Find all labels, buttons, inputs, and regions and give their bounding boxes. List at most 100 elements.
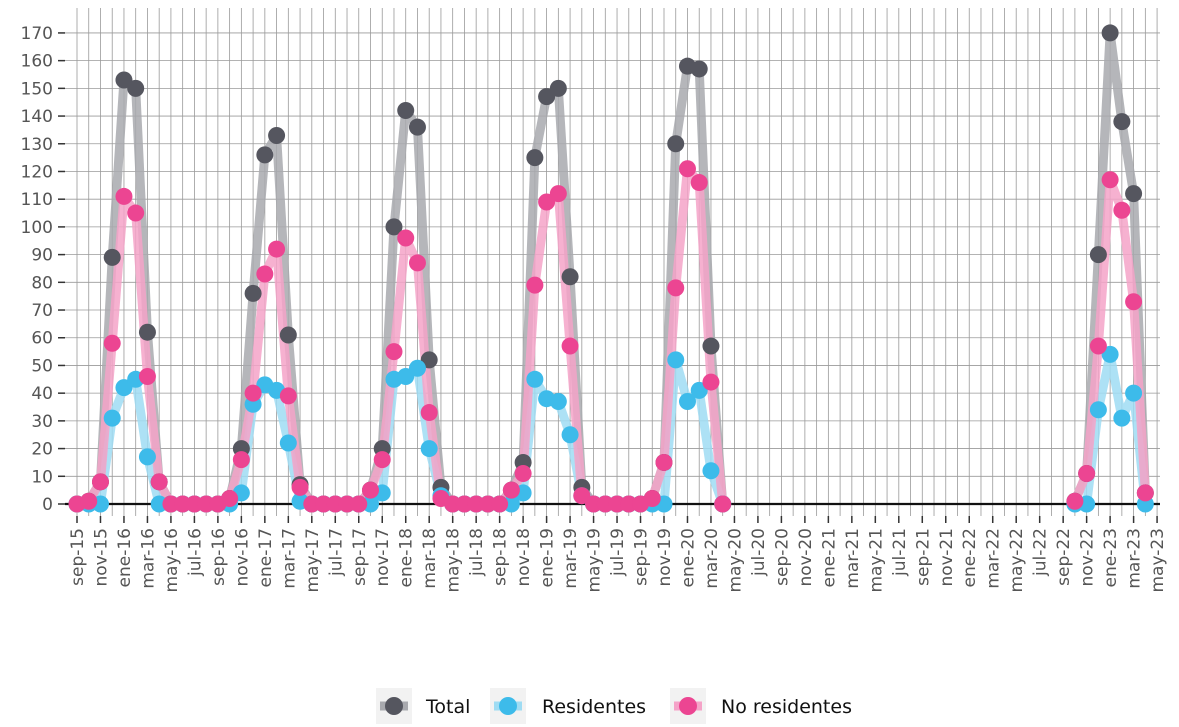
point-residentes-ene-23	[1101, 345, 1119, 363]
point-residentes-abr-16	[150, 495, 168, 513]
x-tick-label-sep-16: sep-16	[209, 528, 229, 586]
point-no-residentes-nov-15	[91, 473, 109, 491]
y-tick-label-80: 80	[31, 273, 53, 293]
point-total-feb-18	[408, 118, 426, 136]
point-residentes-mar-17	[279, 434, 297, 452]
series-points	[68, 24, 1154, 513]
point-no-residentes-abr-17	[291, 478, 309, 496]
x-tick-label-sep-17: sep-17	[350, 528, 370, 586]
x-tick-label-may-18: may-18	[444, 528, 464, 593]
point-residentes-feb-20	[690, 381, 708, 399]
y-tick-label-90: 90	[31, 246, 53, 266]
point-no-residentes-ene-20	[678, 160, 696, 178]
legend-label: No residentes	[721, 696, 852, 718]
point-total-ene-23	[1101, 24, 1119, 42]
point-no-residentes-dic-19	[667, 279, 685, 297]
point-no-residentes-abr-16	[150, 473, 168, 491]
y-tick-label-30: 30	[31, 412, 53, 432]
y-tick-label-130: 130	[21, 135, 53, 155]
point-residentes-mar-23	[1125, 384, 1143, 402]
x-tick-label-sep-18: sep-18	[491, 528, 511, 586]
point-no-residentes-jul-16	[185, 495, 203, 513]
point-no-residentes-feb-18	[408, 254, 426, 272]
x-tick-label-ene-23: ene-23	[1101, 528, 1121, 587]
point-no-residentes-oct-19	[643, 489, 661, 507]
x-tick-label-nov-17: nov-17	[373, 528, 393, 587]
point-no-residentes-ago-18	[479, 495, 497, 513]
x-tick-label-may-23: may-23	[1148, 528, 1168, 593]
point-residentes-feb-23	[1113, 409, 1131, 427]
x-tick-label-jul-18: jul-18	[467, 528, 487, 577]
y-tick-label-70: 70	[31, 301, 53, 321]
point-total-dic-19	[667, 135, 685, 153]
point-total-dic-16	[244, 284, 262, 302]
x-tick-label-sep-19: sep-19	[632, 528, 652, 586]
point-residentes-mar-20	[702, 462, 720, 480]
point-no-residentes-dic-18	[526, 276, 544, 294]
x-tick-label-mar-16: mar-16	[138, 528, 158, 589]
legend-key-point	[679, 697, 697, 715]
point-no-residentes-nov-17	[373, 451, 391, 469]
point-no-residentes-jul-17	[326, 495, 344, 513]
y-tick-label-120: 120	[21, 162, 53, 182]
x-tick-label-mar-17: mar-17	[279, 528, 299, 589]
x-tick-label-ene-19: ene-19	[538, 528, 558, 587]
x-tick-label-jul-17: jul-17	[326, 528, 346, 577]
x-tick-label-mar-23: mar-23	[1125, 528, 1145, 589]
point-no-residentes-feb-16	[127, 204, 145, 222]
x-tick-label-nov-18: nov-18	[514, 528, 534, 587]
point-no-residentes-nov-19	[655, 453, 673, 471]
point-residentes-ene-18	[397, 368, 415, 386]
point-total-ene-19	[538, 88, 556, 106]
legend-key-point	[385, 697, 403, 715]
legend-label: Residentes	[542, 696, 646, 718]
legend-label: Total	[425, 696, 470, 718]
x-tick-label-ene-22: ene-22	[960, 528, 980, 587]
point-total-mar-20	[702, 337, 720, 355]
x-tick-label-sep-21: sep-21	[913, 528, 933, 586]
x-tick-label-may-17: may-17	[303, 528, 323, 593]
point-total-mar-18	[420, 351, 438, 369]
x-tick-label-mar-21: mar-21	[843, 528, 863, 589]
point-residentes-ene-16	[115, 379, 133, 397]
point-total-feb-16	[127, 79, 145, 97]
point-no-residentes-may-17	[303, 495, 321, 513]
x-tick-label-ene-17: ene-17	[256, 528, 276, 587]
point-residentes-feb-18	[408, 359, 426, 377]
x-tick-label-sep-15: sep-15	[68, 528, 88, 586]
point-total-mar-17	[279, 326, 297, 344]
point-total-feb-20	[690, 60, 708, 78]
point-no-residentes-ene-17	[256, 265, 274, 283]
x-tick-label-jul-16: jul-16	[185, 528, 205, 577]
point-no-residentes-mar-17	[279, 387, 297, 405]
x-tick-label-nov-15: nov-15	[91, 528, 111, 587]
point-total-ene-16	[115, 71, 133, 89]
point-total-feb-17	[268, 126, 286, 144]
point-no-residentes-jul-19	[608, 495, 626, 513]
point-no-residentes-feb-23	[1113, 201, 1131, 219]
point-no-residentes-may-18	[444, 495, 462, 513]
point-no-residentes-oct-17	[362, 481, 379, 499]
point-no-residentes-oct-16	[221, 489, 239, 507]
point-no-residentes-oct-15	[80, 492, 98, 510]
x-tick-label-mar-19: mar-19	[561, 528, 581, 589]
point-no-residentes-jul-18	[467, 495, 485, 513]
point-no-residentes-ene-16	[115, 187, 133, 205]
point-no-residentes-nov-18	[514, 465, 532, 483]
point-no-residentes-may-19	[585, 495, 603, 513]
point-no-residentes-abr-19	[573, 487, 591, 505]
y-axis-ticks: 0 10 20 30 40 50 60 70 80 90 100 110 120 130 140 150 160…	[21, 24, 65, 515]
point-no-residentes-dic-17	[385, 343, 403, 361]
y-tick-label-110: 110	[21, 190, 53, 210]
legend: Total Residentes No residentes	[376, 688, 852, 724]
y-tick-label-20: 20	[31, 440, 53, 460]
point-no-residentes-ene-23	[1101, 171, 1119, 189]
point-residentes-oct-17	[362, 495, 379, 513]
point-no-residentes-jun-18	[455, 495, 473, 513]
x-axis-ticks: sep-15 nov-15 ene-16 mar-16 may-16 jul-16 sep-…	[68, 516, 1168, 593]
x-tick-label-jul-21: jul-21	[890, 528, 910, 577]
point-residentes-dic-19	[667, 351, 685, 369]
point-residentes-dic-18	[526, 370, 544, 388]
point-no-residentes-ago-19	[620, 495, 638, 513]
point-no-residentes-dic-22	[1089, 337, 1107, 355]
